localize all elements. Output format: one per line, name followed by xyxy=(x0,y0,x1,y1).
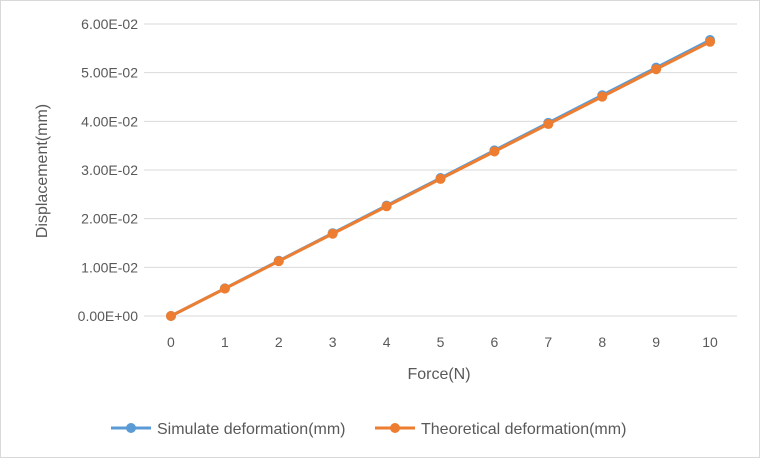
data-point xyxy=(705,36,716,47)
x-tick-label: 2 xyxy=(275,334,283,350)
x-tick-label: 4 xyxy=(383,334,391,350)
x-tick-label: 10 xyxy=(702,334,718,350)
x-tick-label: 8 xyxy=(598,334,606,350)
data-point xyxy=(273,256,284,267)
x-tick-label: 3 xyxy=(329,334,337,350)
x-axis-title: Force(N) xyxy=(407,366,470,383)
y-tick-label: 3.00E-02 xyxy=(81,162,138,178)
data-point xyxy=(327,228,338,239)
y-tick-label: 6.00E-02 xyxy=(81,16,138,32)
data-point xyxy=(597,91,608,102)
y-tick-label: 4.00E-02 xyxy=(81,113,138,129)
y-axis-title: Displacement(mm) xyxy=(34,104,51,238)
data-point xyxy=(489,146,500,157)
series-2 xyxy=(165,36,716,321)
data-point xyxy=(543,119,554,130)
x-tick-label: 6 xyxy=(491,334,499,350)
y-tick-label: 1.00E-02 xyxy=(81,259,138,275)
y-tick-label: 2.00E-02 xyxy=(81,211,138,227)
y-tick-label: 5.00E-02 xyxy=(81,65,138,81)
legend-label-theoretical: Theoretical deformation(mm) xyxy=(421,421,626,438)
y-axis-ticks: 0.00E+00 1.00E-02 2.00E-02 3.00E-02 4.00E-02… xyxy=(78,16,139,324)
x-tick-label: 1 xyxy=(221,334,229,350)
legend: Simulate deformation(mm) Theoretical def… xyxy=(111,421,626,438)
data-point xyxy=(435,173,446,184)
data-point xyxy=(165,311,176,321)
legend-item-theoretical: Theoretical deformation(mm) xyxy=(375,421,626,438)
x-axis-ticks: 0 1 2 3 4 5 6 7 8 9 10 xyxy=(167,334,718,350)
y-tick-label: 0.00E+00 xyxy=(78,308,139,324)
legend-label-simulate: Simulate deformation(mm) xyxy=(157,421,346,438)
x-tick-label: 0 xyxy=(167,334,175,350)
x-tick-label: 9 xyxy=(652,334,660,350)
legend-marker-simulate xyxy=(126,423,136,433)
x-tick-label: 7 xyxy=(544,334,552,350)
series-group xyxy=(165,35,716,321)
x-tick-label: 5 xyxy=(437,334,445,350)
legend-marker-theoretical xyxy=(390,423,400,433)
data-point xyxy=(381,201,392,212)
data-point xyxy=(651,64,662,75)
legend-item-simulate: Simulate deformation(mm) xyxy=(111,421,346,438)
data-point xyxy=(219,283,230,294)
gridlines xyxy=(144,23,737,317)
